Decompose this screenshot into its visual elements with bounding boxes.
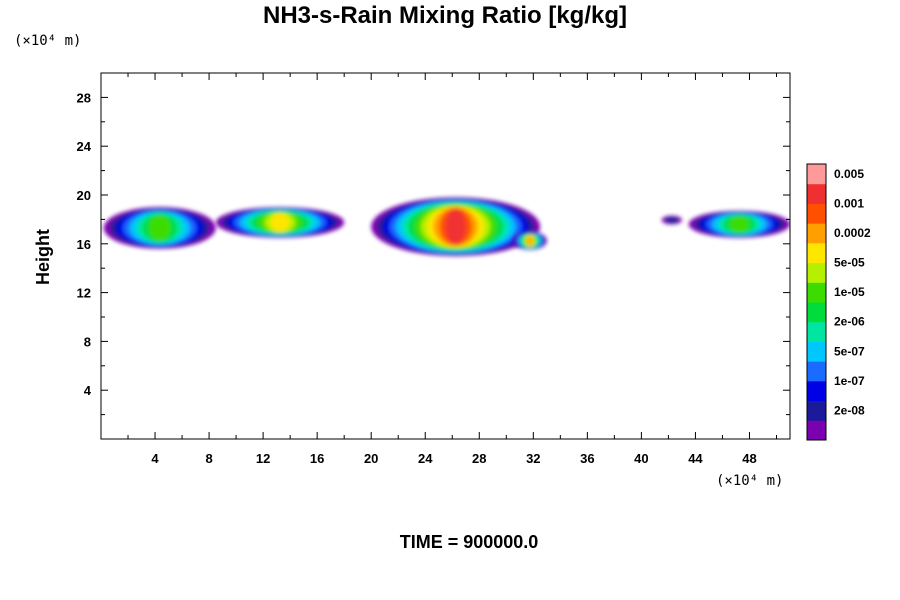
- field-region: [215, 207, 345, 238]
- y-tick-label: 8: [84, 334, 91, 349]
- colorbar-swatch: [807, 203, 826, 224]
- field-region: [513, 231, 547, 250]
- y-tick-label: 20: [77, 188, 91, 203]
- y-axis: 4 8 12 16 20 24 28: [77, 90, 790, 416]
- y-tick-label: 4: [84, 383, 92, 398]
- y-tick-label: 28: [77, 90, 91, 105]
- y-tick-label: 24: [77, 139, 92, 154]
- y-tick-label: 12: [77, 286, 91, 301]
- colorbar-swatch: [807, 361, 826, 382]
- x-tick-label: 4: [151, 451, 159, 466]
- x-tick-label: 36: [580, 451, 594, 466]
- colorbar-swatch: [807, 380, 826, 402]
- mixing-ratio-field: [103, 197, 790, 256]
- x-tick-label: 20: [364, 451, 378, 466]
- colorbar-level-label: 1e-07: [834, 374, 865, 388]
- plot-frame: [100, 72, 791, 440]
- x-tick-label: 12: [256, 451, 270, 466]
- x-axis: 4 8 12 16 20 24 28 32 36 40 44 48: [127, 73, 777, 466]
- chart-title: NH3-s-Rain Mixing Ratio [kg/kg]: [262, 2, 628, 29]
- colorbar-swatch: [807, 420, 826, 441]
- field-region: [661, 215, 682, 225]
- y-axis-label: Height: [33, 229, 53, 285]
- field-contour: [445, 209, 466, 245]
- colorbar-level-label: 1e-05: [834, 285, 865, 299]
- x-tick-label: 48: [742, 451, 756, 466]
- x-tick-label: 40: [634, 451, 648, 466]
- field-contour: [270, 213, 290, 232]
- x-tick-label: 44: [688, 451, 703, 466]
- colorbar-frame: [806, 163, 827, 441]
- colorbar: 2e-08 1e-07 5e-07 2e-06 1e-05 5e-05 0.0002 0.00…: [806, 163, 871, 441]
- colorbar-level-label: 2e-06: [834, 315, 865, 329]
- field-contour: [527, 235, 533, 247]
- colorbar-swatch: [807, 183, 826, 204]
- y-tick-label: 16: [77, 237, 91, 252]
- field-region: [688, 210, 790, 238]
- colorbar-swatch: [807, 341, 826, 362]
- colorbar-level-label: 0.0002: [834, 226, 871, 240]
- field-contour: [665, 216, 679, 224]
- colorbar-level-label: 0.001: [834, 196, 864, 210]
- y-unit-label: (×10⁴ m): [14, 33, 82, 49]
- field-contour: [729, 215, 749, 233]
- colorbar-swatch: [807, 302, 826, 323]
- colorbar-level-label: 5e-07: [834, 344, 865, 358]
- colorbar-swatch: [807, 242, 826, 264]
- colorbar-level-label: 5e-05: [834, 256, 865, 270]
- x-tick-label: 8: [205, 451, 212, 466]
- x-tick-label: 24: [418, 451, 433, 466]
- x-tick-label: 16: [310, 451, 324, 466]
- colorbar-level-label: 0.005: [834, 167, 864, 181]
- field-region: [103, 207, 216, 249]
- colorbar-swatch: [807, 262, 826, 283]
- colorbar-level-label: 2e-08: [834, 403, 865, 417]
- x-tick-label: 32: [526, 451, 540, 466]
- colorbar-swatch: [807, 321, 826, 342]
- colorbar-swatch: [807, 164, 826, 185]
- colorbar-swatch: [807, 400, 826, 421]
- field-region: [371, 197, 541, 256]
- colorbar-swatch: [807, 282, 826, 303]
- colorbar-swatch: [807, 223, 826, 244]
- field-contour: [149, 214, 171, 242]
- x-tick-label: 28: [472, 451, 486, 466]
- time-label: TIME = 900000.0: [399, 532, 539, 552]
- x-unit-label: (×10⁴ m): [716, 473, 784, 489]
